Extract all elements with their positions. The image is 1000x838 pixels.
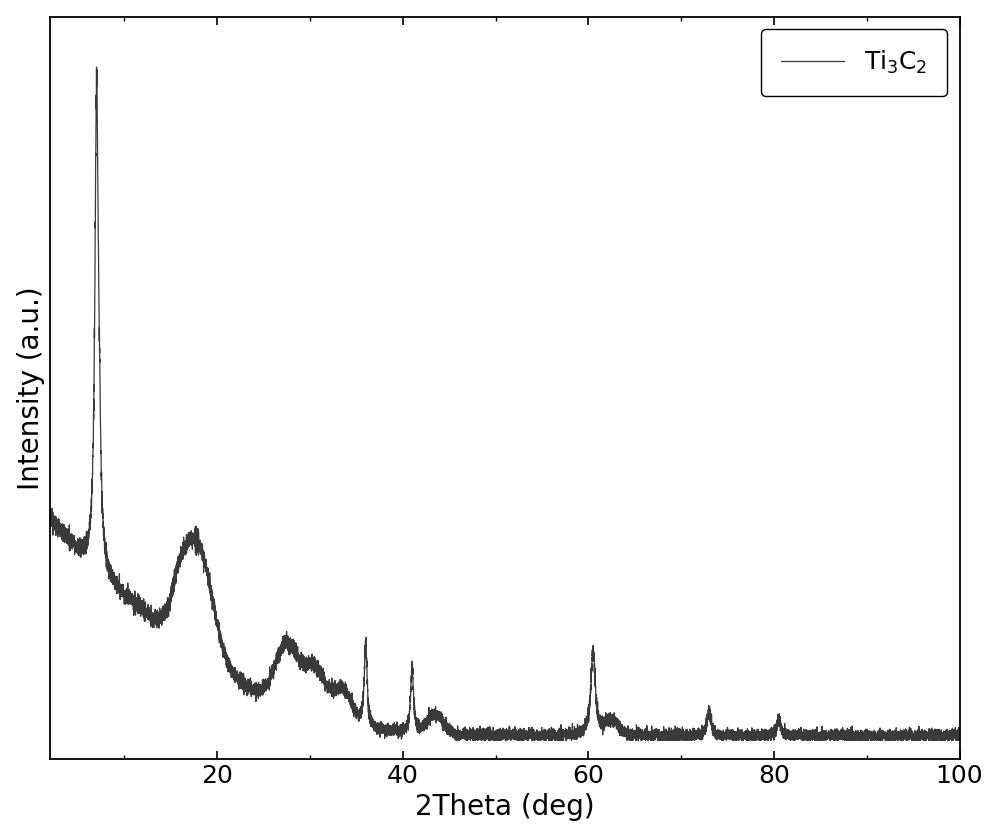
Legend: Ti$_3$C$_2$: Ti$_3$C$_2$ — [761, 29, 947, 96]
Ti$_3$C$_2$ — [179, 544, 191, 554]
Ti$_3$C$_2$ — [954, 732, 966, 742]
Y-axis label: Intensity (a.u.): Intensity (a.u.) — [17, 286, 45, 489]
Ti$_3$C$_2$ — [597, 719, 609, 729]
Line: Ti$_3$C$_2$: Ti$_3$C$_2$ — [50, 67, 960, 741]
Ti$_3$C$_2$ — [91, 62, 103, 72]
Ti$_3$C$_2$ — [523, 722, 535, 732]
Ti$_3$C$_2$ — [44, 505, 56, 515]
X-axis label: 2Theta (deg): 2Theta (deg) — [415, 794, 595, 821]
Ti$_3$C$_2$ — [450, 736, 462, 746]
Ti$_3$C$_2$ — [510, 731, 522, 741]
Ti$_3$C$_2$ — [280, 631, 292, 641]
Ti$_3$C$_2$ — [92, 215, 104, 225]
